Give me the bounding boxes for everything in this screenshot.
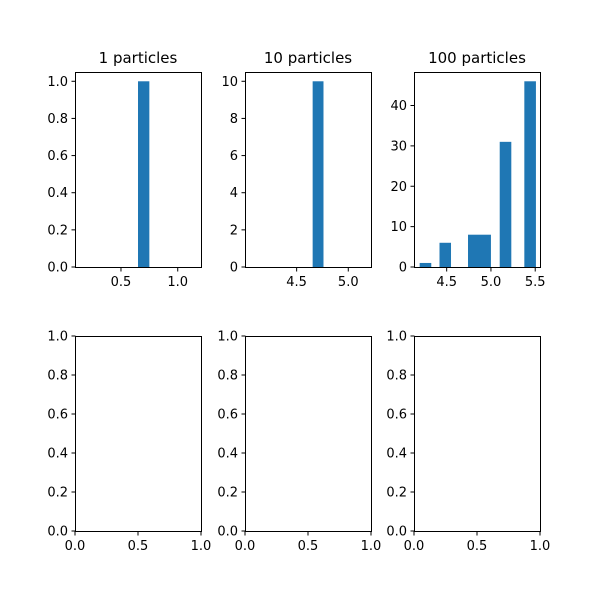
y-tick-label: 0.4 xyxy=(47,186,68,201)
y-tick-label: 0.6 xyxy=(217,408,238,423)
x-tick-label: 1.0 xyxy=(191,539,212,554)
subplot-title: 10 particles xyxy=(264,49,352,67)
histogram-bar xyxy=(524,81,536,267)
x-tick-label: 0.5 xyxy=(298,539,319,554)
x-tick-label: 1.0 xyxy=(361,539,382,554)
y-tick-label: 20 xyxy=(390,180,407,195)
subplot-2: 4.5 5.0 0 2 4 6 8 10 10 particles xyxy=(221,49,372,290)
x-tick-label: 1.0 xyxy=(167,275,188,290)
y-tick-label: 0.0 xyxy=(47,525,68,540)
y-tick-label: 0.0 xyxy=(217,525,238,540)
y-tick-label: 4 xyxy=(230,186,238,201)
y-tick-label: 8 xyxy=(230,112,238,127)
y-tick-label: 1.0 xyxy=(47,75,68,90)
y-tick-label: 0.4 xyxy=(386,447,407,462)
y-tick-label: 0 xyxy=(230,261,238,276)
y-tick-label: 0.4 xyxy=(217,447,238,462)
x-tick-label: 0.5 xyxy=(111,275,132,290)
histogram-bar xyxy=(468,234,491,267)
y-tick-label: 0.2 xyxy=(386,486,407,501)
y-tick-label: 0.8 xyxy=(217,369,238,384)
histogram-bar xyxy=(312,81,324,267)
y-tick-label: 1.0 xyxy=(386,330,407,345)
y-tick-label: 0.4 xyxy=(47,447,68,462)
y-tick-label: 10 xyxy=(390,220,407,235)
axes-frame xyxy=(245,72,372,268)
histogram-bar xyxy=(138,81,150,267)
histogram-bar xyxy=(499,141,512,267)
axes-frame xyxy=(414,72,541,268)
y-tick-label: 2 xyxy=(230,223,238,238)
x-tick-label: 4.5 xyxy=(436,275,457,290)
x-tick-label: 0.0 xyxy=(235,539,256,554)
y-tick-label: 0.0 xyxy=(47,261,68,276)
subplot-4: 0.0 0.5 1.0 0.0 0.2 0.4 0.6 0.8 1.0 xyxy=(47,330,211,555)
x-tick-label: 5.5 xyxy=(525,275,546,290)
x-tick-label: 4.5 xyxy=(286,275,307,290)
subplot-3: 4.5 5.0 5.5 0 10 20 30 40 100 particles xyxy=(390,49,545,290)
y-tick-label: 10 xyxy=(221,75,238,90)
subplot-5: 0.0 0.5 1.0 0.0 0.2 0.4 0.6 0.8 1.0 xyxy=(217,330,381,555)
y-tick-label: 30 xyxy=(390,139,407,154)
x-tick-label: 5.0 xyxy=(338,275,359,290)
x-tick-label: 0.5 xyxy=(128,539,149,554)
y-tick-label: 0.2 xyxy=(47,486,68,501)
y-tick-label: 0.8 xyxy=(386,369,407,384)
x-tick-label: 0.5 xyxy=(467,539,488,554)
x-tick-label: 0.0 xyxy=(65,539,86,554)
histogram-bar xyxy=(419,262,432,267)
y-tick-label: 40 xyxy=(390,99,407,114)
y-tick-label: 0.2 xyxy=(217,486,238,501)
y-tick-label: 0.2 xyxy=(47,223,68,238)
histogram-bar xyxy=(439,242,452,267)
x-tick-label: 5.0 xyxy=(481,275,502,290)
axes-frame xyxy=(75,72,202,268)
y-tick-label: 0.8 xyxy=(47,112,68,127)
subplot-title: 100 particles xyxy=(428,49,526,67)
subplot-title: 1 particles xyxy=(99,49,178,67)
y-tick-label: 0.8 xyxy=(47,369,68,384)
y-tick-label: 6 xyxy=(230,149,238,164)
subplot-1: 0.5 1.0 0.0 0.2 0.4 0.6 0.8 1.0 1 particles xyxy=(47,49,202,290)
x-tick-label: 0.0 xyxy=(404,539,425,554)
subplot-6: 0.0 0.5 1.0 0.0 0.2 0.4 0.6 0.8 1.0 xyxy=(386,330,550,555)
y-tick-label: 0.6 xyxy=(47,408,68,423)
y-tick-label: 0.6 xyxy=(47,149,68,164)
y-tick-label: 1.0 xyxy=(217,330,238,345)
x-tick-label: 1.0 xyxy=(530,539,551,554)
y-tick-label: 0.6 xyxy=(386,408,407,423)
y-tick-label: 0.0 xyxy=(386,525,407,540)
y-tick-label: 1.0 xyxy=(47,330,68,345)
y-tick-label: 0 xyxy=(399,261,407,276)
